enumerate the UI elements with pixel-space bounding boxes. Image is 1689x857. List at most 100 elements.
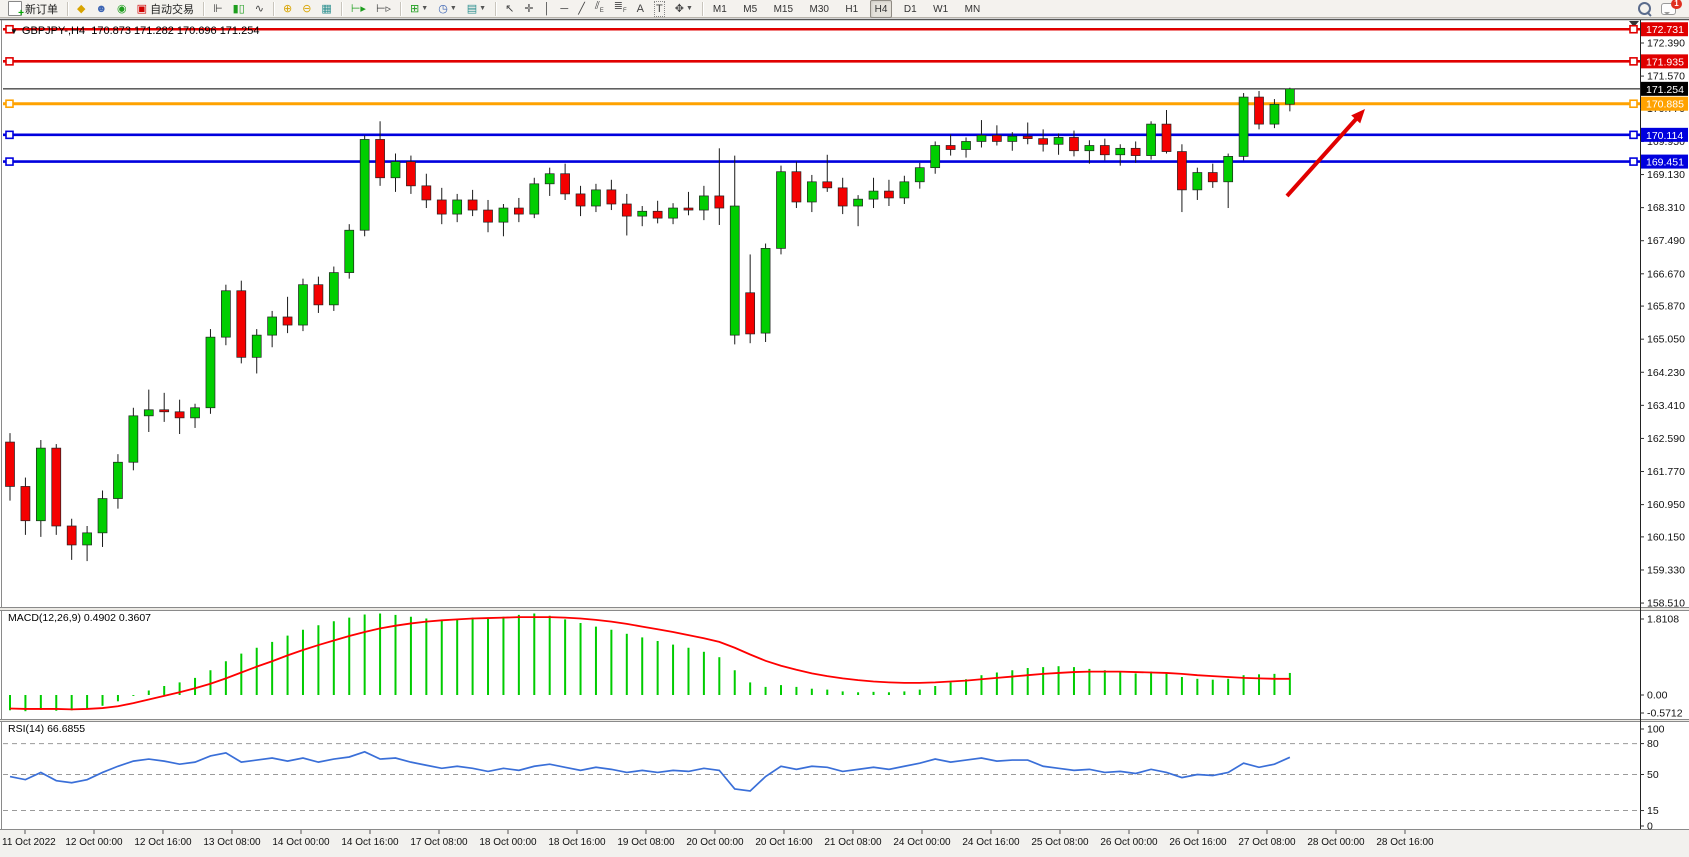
vertical-line-button[interactable]: │ [540,0,555,18]
timeframe-m5[interactable]: M5 [743,3,758,15]
timeframe-d1[interactable]: D1 [903,3,917,15]
price-tick-label: 171.570 [1647,71,1685,83]
price-tick-label: 172.390 [1647,38,1685,50]
channel-button[interactable]: ⫽E [591,0,608,18]
candle-bull [1269,103,1280,125]
hline-handle[interactable] [5,57,14,66]
price-tick-label: 159.330 [1647,564,1685,576]
hline-handle[interactable] [5,157,14,166]
pane-separator[interactable] [0,719,1689,722]
signals-button[interactable]: ◉ [113,0,131,18]
time-label: 27 Oct 08:00 [1238,837,1296,848]
hline-handle[interactable] [5,24,14,34]
tile-windows-button[interactable]: ▦ [317,0,335,18]
trend-arrow-head[interactable] [1351,109,1365,124]
hline-handle[interactable] [1629,130,1638,140]
candle-bull [544,173,555,185]
hline-handle[interactable] [1629,99,1638,109]
fibonacci-button[interactable]: ≣F [610,0,631,18]
timeframe-m1[interactable]: M1 [712,3,727,15]
line-chart-button[interactable]: ∿ [251,0,268,18]
candle-bear [313,284,324,306]
macd-signal-line [9,616,1290,711]
text-label-button[interactable]: T [650,0,669,18]
candle-bull [1115,147,1126,156]
zoom-in-button[interactable]: ⊕ [279,0,296,18]
hline-handle[interactable] [1629,57,1638,66]
one-click-trading-arrow-icon[interactable]: ▼ [10,27,18,36]
candle-bear [837,187,848,207]
time-label: 12 Oct 00:00 [65,837,123,848]
candle-bear [51,447,62,527]
trend-arrow[interactable] [1285,116,1359,198]
rsi-indicator-label[interactable]: RSI(14) 66.6855 [8,723,86,735]
templates-button[interactable]: ▤ ▼ [463,0,490,18]
timeframe-h4[interactable]: H4 [869,0,893,19]
candle-bear [5,441,15,487]
time-label: 21 Oct 08:00 [824,837,882,848]
timeframe-h1[interactable]: H1 [845,3,859,15]
candle-bear [236,290,247,358]
text-button[interactable]: A [633,0,648,18]
candle-bear [621,203,632,217]
candle-bear [884,190,894,199]
hline-handle[interactable] [1629,157,1638,166]
time-label: 28 Oct 00:00 [1307,837,1365,848]
candle-bear [174,411,185,419]
price-badge-label: 170.885 [1646,99,1684,111]
candle-bull [359,139,370,231]
pane-separator[interactable] [0,607,1689,611]
new-order-button[interactable]: 新订单 [4,0,62,19]
timeframe-w1[interactable]: W1 [933,3,949,15]
candle-bear [1038,138,1048,145]
bar-chart-button[interactable]: ⊩ [209,0,227,18]
candlestick-chart-button[interactable]: ▮▯ [229,0,249,18]
timeframe-m15[interactable]: M15 [773,3,794,15]
hline-handle[interactable] [1629,24,1638,34]
horizontal-line-button[interactable]: ─ [556,0,572,18]
toolbar-separator [67,1,68,16]
diamond-button[interactable]: ◆ [73,0,89,18]
auto-scroll-button[interactable]: ⊢▸ [347,0,370,18]
candle-bull [976,135,987,142]
candle-bear [1130,147,1141,156]
chart-title: ▼ GBPJPY-,H4 170.873 171.282 170.696 171.… [10,25,259,37]
price-badge [1641,22,1688,37]
candle-bull [699,195,709,211]
indicators-button[interactable]: ⊞ ▼ [406,0,432,18]
toolbar-separator [272,1,274,16]
hline-handle[interactable] [5,130,14,140]
fibonacci-icon: ≣F [613,0,627,15]
price-axis[interactable]: 172.390171.570170.770169.950169.130168.3… [1640,22,1688,833]
text-label-icon: T [653,0,665,17]
candle-bull [806,181,817,203]
candle-bull [637,210,648,217]
price-badge-label: 172.731 [1646,24,1684,36]
price-tick-label: 165.870 [1647,301,1685,313]
candle-bear [945,145,956,150]
arrows-button[interactable]: ✥ ▼ [671,0,697,18]
crosshair-button[interactable]: ✛ [520,0,537,18]
rsi-tick-label: 80 [1647,738,1659,750]
candle-bear [560,173,570,195]
candle-bear [652,210,663,219]
profile-button[interactable]: ☻ [91,0,111,18]
trendline-button[interactable]: ╱ [574,0,589,18]
timeframe-mn[interactable]: MN [964,3,981,15]
search-icon[interactable] [1638,2,1651,15]
toolbar-separator [701,1,703,16]
auto-trading-button[interactable]: ▣ 自动交易 [133,0,198,18]
hline-handle[interactable] [5,99,14,109]
cursor-button[interactable]: ↖ [501,0,518,18]
timeframe-m30[interactable]: M30 [809,3,829,15]
macd-indicator-label[interactable]: MACD(12,26,9) 0.4902 0.3607 [8,612,152,624]
chat-icon[interactable]: 1 [1661,0,1682,15]
candle-bear [467,199,478,211]
time-axis[interactable]: 11 Oct 2022 12 Oct 00:00 12 Oct 16:00 13 Oc… [2,830,1434,848]
candle-bull [221,290,231,338]
periods-button[interactable]: ◷ ▼ [434,0,461,18]
zoom-out-button[interactable]: ⊖ [298,0,315,18]
chart-shift-button[interactable]: ⊢▹ [372,0,395,18]
